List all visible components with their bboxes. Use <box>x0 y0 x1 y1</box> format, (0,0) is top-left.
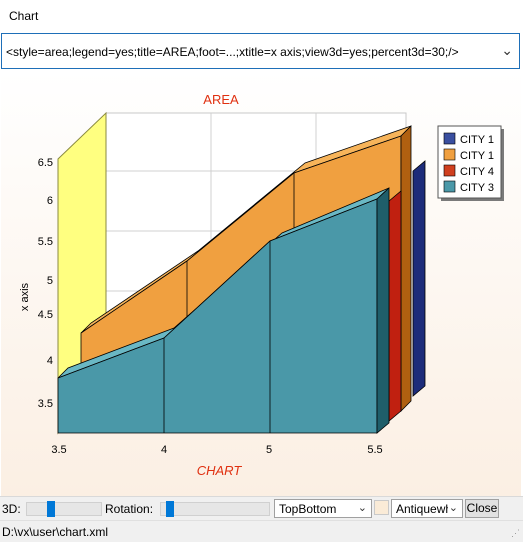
area-chart: AREA x axis CHART 3.5 4 4.5 5 5.5 6 6.5 … <box>19 92 504 478</box>
size-grip-icon[interactable]: ⋰ <box>511 528 520 538</box>
x-tick: 4 <box>161 444 167 456</box>
y-tick: 6 <box>47 195 53 207</box>
color-value: Antiquewhite <box>396 502 448 516</box>
chart-legend: CITY 1 CITY 1 CITY 4 CITY 3 <box>437 125 504 201</box>
close-button[interactable]: Close <box>465 499 499 518</box>
command-combobox[interactable]: <style=area;legend=yes;title=AREA;foot=.… <box>1 33 520 69</box>
slider-rotation-thumb[interactable] <box>166 501 174 517</box>
slider-3d[interactable] <box>26 501 102 517</box>
y-tick: 5.5 <box>38 236 53 248</box>
legend-swatch <box>443 164 456 177</box>
legend-label: CITY 4 <box>460 166 494 178</box>
series-city4-red <box>388 190 402 422</box>
chart-toolbar: 3D: Rotation: TopBottom ⌄ Antiquewhite ⌄… <box>0 496 523 520</box>
label-3d: 3D: <box>2 502 21 516</box>
window-titlebar: Chart <box>0 0 523 32</box>
chevron-down-icon: ⌄ <box>357 502 367 514</box>
slider-rotation[interactable] <box>160 501 270 517</box>
x-tick: 5 <box>266 444 272 456</box>
chart-footer: CHART <box>197 463 243 478</box>
command-input[interactable]: <style=area;legend=yes;title=AREA;foot=.… <box>6 45 459 59</box>
y-axis-title: x axis <box>19 282 31 311</box>
status-bar: D:\vx\user\chart.xml ⋰ <box>0 520 523 542</box>
series-city3-teal <box>57 187 390 434</box>
chart-panel: AREA x axis CHART 3.5 4 4.5 5 5.5 6 6.5 … <box>1 71 521 496</box>
legend-label: CITY 1 <box>460 150 494 162</box>
legend-swatch <box>443 132 456 145</box>
color-select[interactable]: Antiquewhite ⌄ <box>391 499 463 518</box>
series-city1-navy <box>412 160 426 397</box>
y-tick: 5 <box>47 275 53 287</box>
y-tick: 4.5 <box>38 309 53 321</box>
x-tick: 5.5 <box>367 444 382 456</box>
chevron-down-icon[interactable]: ⌄ <box>501 42 513 58</box>
y-tick: 3.5 <box>38 398 53 410</box>
window-title: Chart <box>9 9 39 23</box>
legend-swatch <box>443 148 456 161</box>
legend-label: CITY 3 <box>460 182 494 194</box>
label-rotation: Rotation: <box>105 502 154 516</box>
legend-position-value: TopBottom <box>279 502 337 516</box>
legend-position-select[interactable]: TopBottom ⌄ <box>274 499 372 518</box>
y-tick: 4 <box>47 355 53 367</box>
chevron-down-icon: ⌄ <box>448 502 458 514</box>
chart-title: AREA <box>203 92 239 107</box>
legend-swatch <box>443 180 456 193</box>
file-path: D:\vx\user\chart.xml <box>2 525 109 539</box>
x-tick: 3.5 <box>51 444 66 456</box>
color-swatch <box>374 500 389 515</box>
legend-label: CITY 1 <box>460 134 494 146</box>
slider-3d-thumb[interactable] <box>47 501 55 517</box>
y-tick: 6.5 <box>38 157 53 169</box>
